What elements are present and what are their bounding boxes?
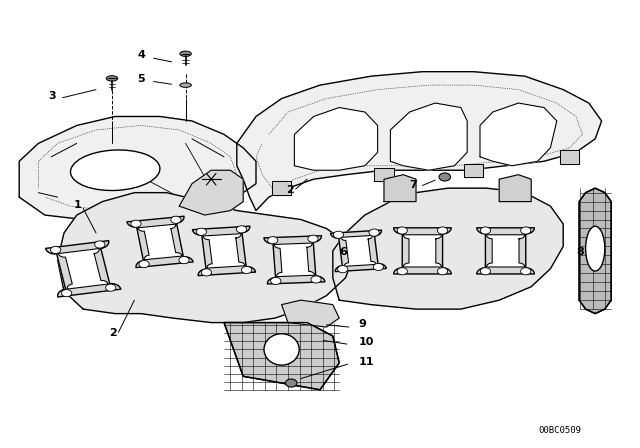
- Text: 00BC0509: 00BC0509: [538, 426, 582, 435]
- Polygon shape: [274, 243, 315, 277]
- Circle shape: [106, 284, 116, 291]
- Polygon shape: [193, 226, 255, 276]
- Text: 2: 2: [109, 328, 116, 338]
- Text: 4: 4: [138, 50, 145, 60]
- Circle shape: [397, 227, 408, 234]
- Circle shape: [179, 257, 189, 264]
- Circle shape: [308, 235, 318, 242]
- Circle shape: [202, 269, 212, 276]
- Ellipse shape: [70, 150, 160, 190]
- Text: 9: 9: [358, 319, 366, 329]
- Polygon shape: [45, 241, 121, 297]
- Circle shape: [61, 289, 72, 297]
- Circle shape: [171, 216, 181, 224]
- Ellipse shape: [180, 51, 191, 56]
- Circle shape: [373, 263, 383, 271]
- Polygon shape: [19, 116, 256, 220]
- Polygon shape: [480, 103, 557, 166]
- Polygon shape: [58, 249, 108, 289]
- Polygon shape: [282, 300, 339, 327]
- Ellipse shape: [439, 173, 451, 181]
- Polygon shape: [272, 181, 291, 195]
- Circle shape: [521, 267, 531, 275]
- Circle shape: [268, 237, 278, 244]
- Polygon shape: [499, 175, 531, 202]
- Circle shape: [333, 231, 344, 238]
- Circle shape: [337, 266, 348, 273]
- Polygon shape: [384, 175, 416, 202]
- Circle shape: [311, 276, 321, 283]
- Text: 11: 11: [358, 357, 374, 367]
- Circle shape: [438, 267, 448, 275]
- Text: 3: 3: [48, 90, 56, 100]
- Circle shape: [271, 277, 281, 284]
- Polygon shape: [203, 234, 245, 268]
- Text: 6: 6: [339, 247, 347, 257]
- Polygon shape: [127, 216, 193, 267]
- Polygon shape: [340, 235, 376, 267]
- Polygon shape: [579, 188, 611, 314]
- Polygon shape: [138, 224, 182, 260]
- Polygon shape: [333, 188, 563, 309]
- Text: 7: 7: [410, 180, 417, 190]
- Circle shape: [131, 220, 141, 227]
- Circle shape: [95, 241, 105, 248]
- Polygon shape: [464, 164, 483, 177]
- Polygon shape: [403, 235, 442, 267]
- Ellipse shape: [264, 334, 300, 365]
- Polygon shape: [486, 235, 525, 267]
- Text: 5: 5: [138, 73, 145, 83]
- Ellipse shape: [106, 76, 118, 81]
- Circle shape: [397, 267, 408, 275]
- Polygon shape: [294, 108, 378, 170]
- Circle shape: [369, 229, 380, 236]
- Circle shape: [481, 267, 491, 275]
- Polygon shape: [560, 150, 579, 164]
- Ellipse shape: [180, 83, 191, 87]
- Circle shape: [241, 267, 252, 274]
- Circle shape: [438, 227, 448, 234]
- Circle shape: [481, 227, 491, 234]
- Polygon shape: [179, 170, 243, 215]
- Text: 1: 1: [74, 200, 81, 210]
- Polygon shape: [237, 72, 602, 211]
- Polygon shape: [264, 236, 325, 284]
- Polygon shape: [224, 323, 339, 390]
- Polygon shape: [477, 228, 534, 274]
- Text: 2: 2: [286, 185, 294, 194]
- Text: 10: 10: [358, 337, 374, 347]
- Polygon shape: [330, 230, 387, 271]
- Circle shape: [51, 246, 61, 254]
- Ellipse shape: [285, 379, 297, 387]
- Circle shape: [521, 227, 531, 234]
- Polygon shape: [390, 103, 467, 170]
- Text: 8: 8: [576, 247, 584, 257]
- Polygon shape: [394, 228, 451, 274]
- Circle shape: [139, 260, 149, 267]
- Polygon shape: [58, 193, 352, 323]
- Ellipse shape: [586, 226, 605, 271]
- Polygon shape: [374, 168, 394, 181]
- Circle shape: [196, 228, 207, 235]
- Circle shape: [236, 226, 246, 233]
